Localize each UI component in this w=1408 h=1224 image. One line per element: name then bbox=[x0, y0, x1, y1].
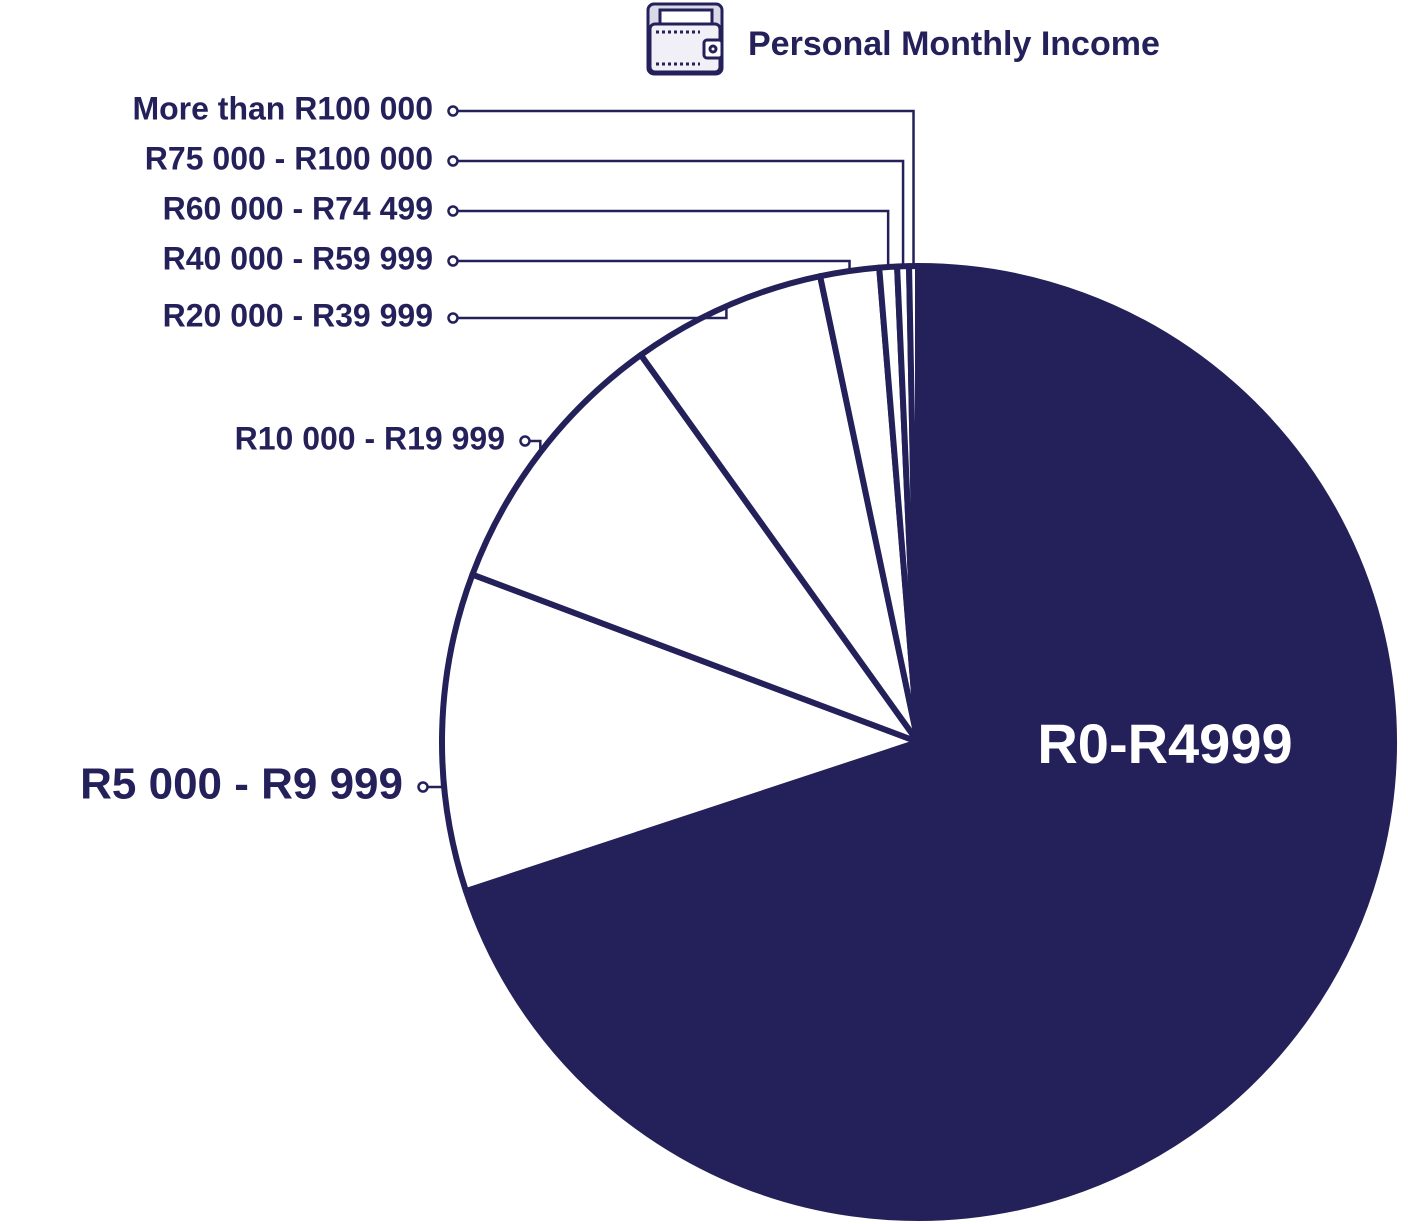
slice-label: R0-R4999 bbox=[1037, 712, 1292, 775]
slice-label: R10 000 - R19 999 bbox=[235, 420, 505, 456]
leader-dot bbox=[447, 255, 459, 267]
leader-line bbox=[457, 159, 905, 267]
leader-dot bbox=[417, 781, 429, 793]
leader-line bbox=[457, 259, 851, 271]
leader-line bbox=[457, 109, 915, 267]
slice-label: R20 000 - R39 999 bbox=[163, 297, 433, 333]
leader-line bbox=[457, 306, 728, 320]
leader-dot bbox=[519, 435, 531, 447]
slice-label: R5 000 - R9 999 bbox=[80, 760, 403, 809]
slice-label: R40 000 - R59 999 bbox=[163, 240, 433, 276]
leader-line bbox=[457, 209, 890, 267]
leader-dot bbox=[447, 312, 459, 324]
leader-line bbox=[427, 732, 444, 789]
leader-dot bbox=[447, 205, 459, 217]
leader-dot bbox=[447, 105, 459, 117]
chart-title: Personal Monthly Income bbox=[748, 25, 1160, 63]
slice-label: More than R100 000 bbox=[132, 90, 433, 126]
leader-line bbox=[529, 439, 542, 453]
leader-dot bbox=[447, 155, 459, 167]
slice-label: R75 000 - R100 000 bbox=[145, 140, 433, 176]
wallet-icon bbox=[646, 2, 724, 76]
slice-label: R60 000 - R74 499 bbox=[163, 190, 433, 226]
pie-slice bbox=[462, 263, 1397, 1221]
